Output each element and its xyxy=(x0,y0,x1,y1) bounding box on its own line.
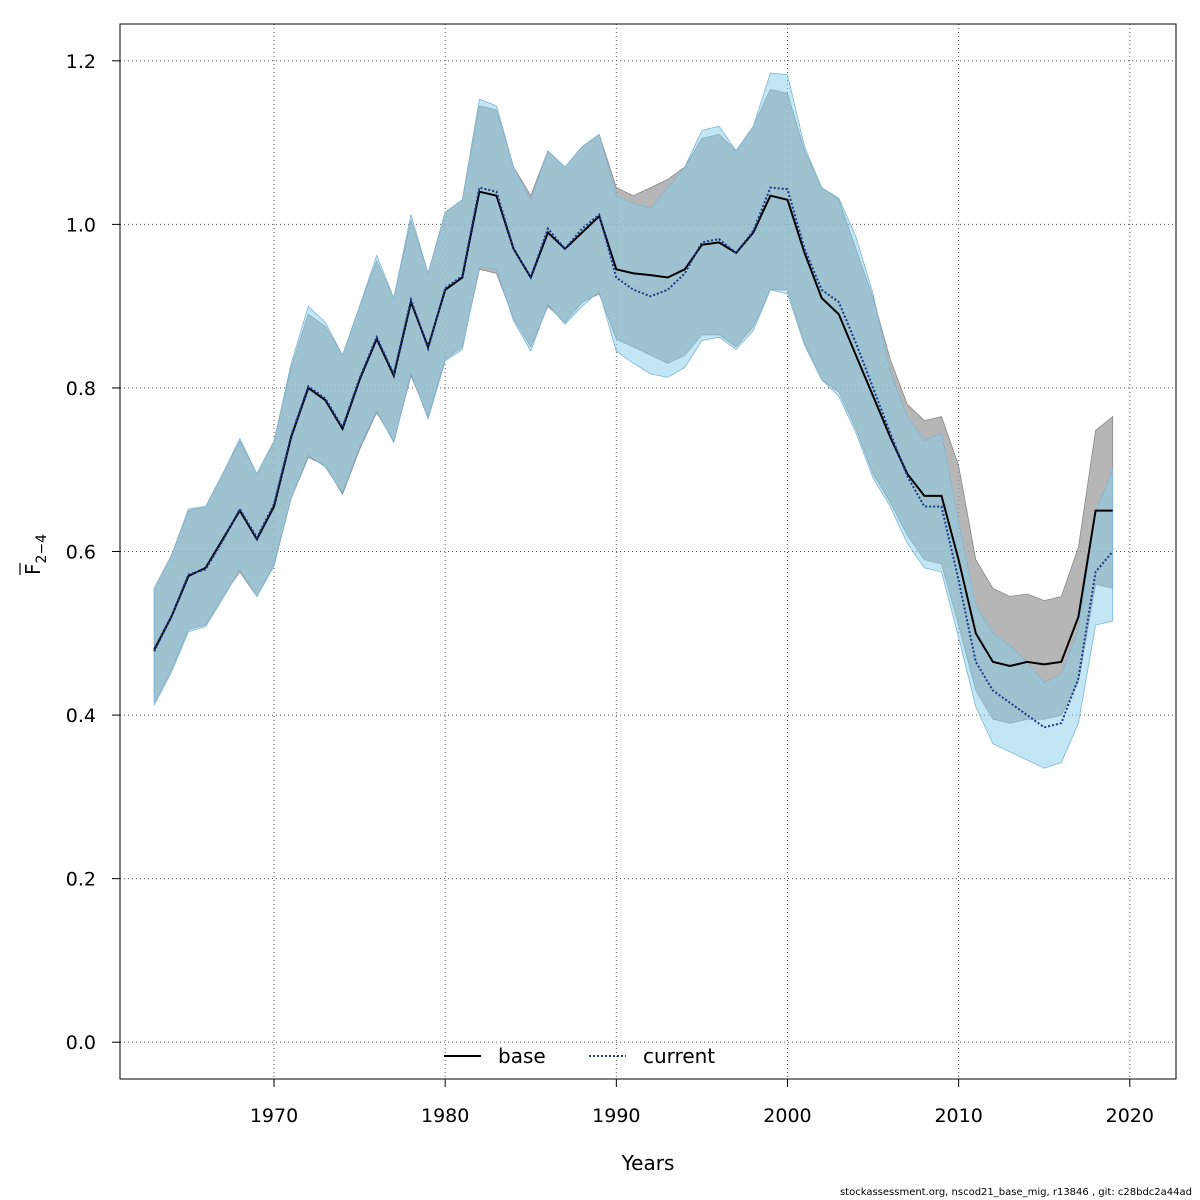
legend: base current xyxy=(444,1044,715,1068)
current-confidence-band xyxy=(153,72,1114,769)
y-tick-label: 1.0 xyxy=(66,214,96,236)
footer-caption: stockassessment.org, nscod21_base_mig, r… xyxy=(839,1187,1192,1198)
y-axis-title: F2−4 xyxy=(19,534,50,575)
confidence-bands xyxy=(153,72,1114,769)
current-line xyxy=(153,186,1114,729)
x-tick-label: 2010 xyxy=(934,1105,982,1127)
y-axis-title-main: F xyxy=(21,563,45,575)
svg-text:F2−4: F2−4 xyxy=(21,534,50,575)
x-axis-title: Years xyxy=(621,1151,675,1175)
legend-current-label: current xyxy=(643,1044,715,1068)
x-tick-label: 1980 xyxy=(421,1105,469,1127)
grid-lines xyxy=(120,24,1176,1079)
y-tick-label: 0.0 xyxy=(66,1032,96,1054)
legend-base-label: base xyxy=(498,1044,546,1068)
axes: 1970 1980 1990 2000 2010 2020 0.0 0.2 0.4 0.6 0.8 1… xyxy=(66,51,1154,1127)
x-tick-label: 1990 xyxy=(592,1105,640,1127)
x-tick-label: 2000 xyxy=(763,1105,811,1127)
y-tick-label: 0.4 xyxy=(66,705,96,727)
y-tick-label: 0.2 xyxy=(66,869,96,891)
y-tick-label: 1.2 xyxy=(66,51,96,73)
series-lines xyxy=(153,186,1114,729)
x-tick-label: 1970 xyxy=(250,1105,298,1127)
x-tick-label: 2020 xyxy=(1106,1105,1154,1127)
y-tick-label: 0.8 xyxy=(66,378,96,400)
y-tick-label: 0.6 xyxy=(66,542,96,564)
y-axis-title-subscript: 2−4 xyxy=(34,534,50,564)
base-line xyxy=(153,190,1113,668)
